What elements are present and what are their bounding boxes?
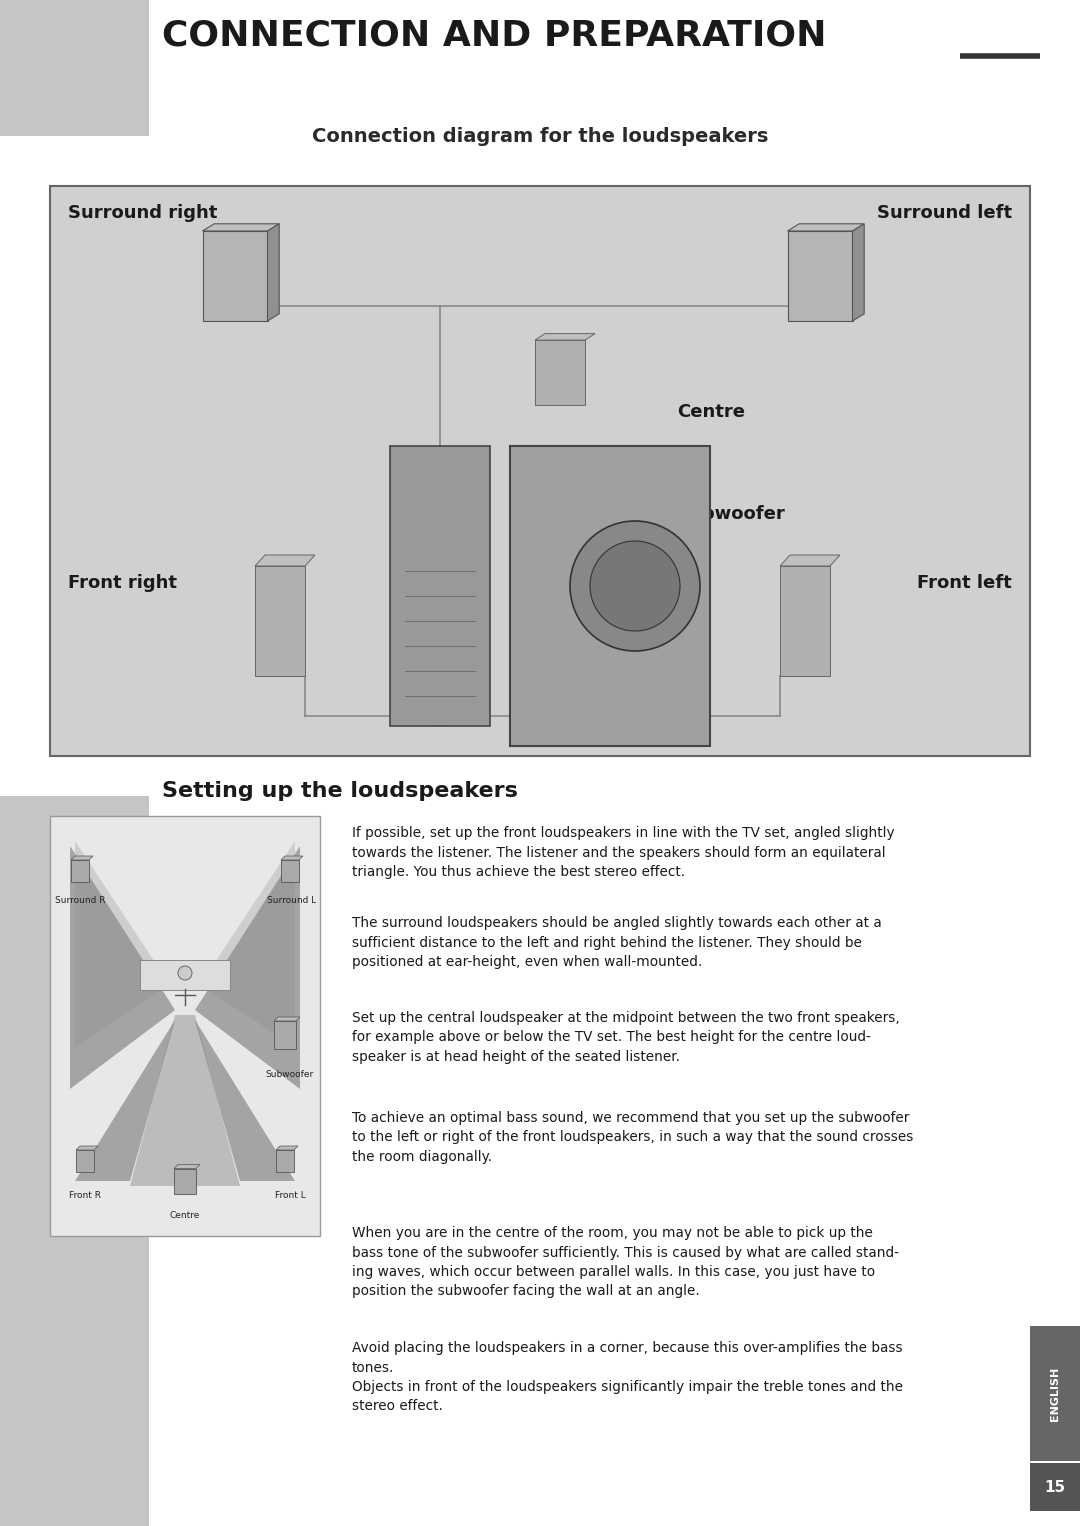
Polygon shape <box>174 1164 200 1169</box>
Bar <box>535 340 585 404</box>
Bar <box>787 230 852 320</box>
Circle shape <box>590 542 680 630</box>
Polygon shape <box>268 224 280 320</box>
Polygon shape <box>255 555 315 566</box>
Polygon shape <box>276 1146 298 1151</box>
Bar <box>255 566 305 676</box>
Text: Setting up the loudspeakers: Setting up the loudspeakers <box>162 781 518 801</box>
Polygon shape <box>75 841 170 1047</box>
Bar <box>0 0 149 136</box>
Polygon shape <box>75 1019 175 1181</box>
Bar <box>274 1021 296 1048</box>
Polygon shape <box>274 1016 300 1021</box>
Bar <box>1030 1326 1080 1460</box>
Polygon shape <box>71 856 93 861</box>
Bar <box>203 230 268 320</box>
Text: Surround R: Surround R <box>55 896 105 905</box>
Circle shape <box>178 966 192 980</box>
Polygon shape <box>195 1019 295 1181</box>
Bar <box>50 186 1030 755</box>
Text: Set up the central loudspeaker at the midpoint between the two front speakers,
f: Set up the central loudspeaker at the mi… <box>352 1012 900 1064</box>
Polygon shape <box>852 224 864 320</box>
Polygon shape <box>203 224 280 230</box>
Text: Subwoofer: Subwoofer <box>266 1070 314 1079</box>
Bar <box>140 960 230 990</box>
Bar <box>390 446 490 726</box>
Text: Front left: Front left <box>917 574 1012 592</box>
Polygon shape <box>76 1146 98 1151</box>
Polygon shape <box>200 841 295 1047</box>
Bar <box>780 566 831 676</box>
Text: Front L: Front L <box>274 1190 306 1199</box>
Bar <box>50 816 320 1236</box>
Text: Surround L: Surround L <box>268 896 316 905</box>
Polygon shape <box>535 334 595 340</box>
Circle shape <box>570 520 700 652</box>
Polygon shape <box>195 845 300 1090</box>
Bar <box>1030 1463 1080 1511</box>
Polygon shape <box>130 1015 240 1186</box>
Text: 15: 15 <box>1044 1480 1066 1494</box>
Bar <box>281 861 299 882</box>
Text: Front R: Front R <box>69 1190 102 1199</box>
Text: The surround loudspeakers should be angled slightly towards each other at a
suff: The surround loudspeakers should be angl… <box>352 916 881 969</box>
Text: Connection diagram for the loudspeakers: Connection diagram for the loudspeakers <box>312 127 768 145</box>
Polygon shape <box>70 845 175 1090</box>
Text: CONNECTION AND PREPARATION: CONNECTION AND PREPARATION <box>162 18 826 53</box>
Text: Front right: Front right <box>68 574 177 592</box>
Text: ENGLISH: ENGLISH <box>1050 1366 1059 1421</box>
Bar <box>276 1151 294 1172</box>
Bar <box>0 797 149 1526</box>
Text: When you are in the centre of the room, you may not be able to pick up the
bass : When you are in the centre of the room, … <box>352 1225 899 1299</box>
Text: To achieve an optimal bass sound, we recommend that you set up the subwoofer
to : To achieve an optimal bass sound, we rec… <box>352 1111 914 1164</box>
Bar <box>71 861 89 882</box>
Text: Centre: Centre <box>677 403 745 421</box>
Bar <box>510 446 710 746</box>
Polygon shape <box>780 555 840 566</box>
Text: Subwoofer: Subwoofer <box>677 505 786 523</box>
Bar <box>174 1169 195 1193</box>
Text: Avoid placing the loudspeakers in a corner, because this over-amplifies the bass: Avoid placing the loudspeakers in a corn… <box>352 1341 903 1413</box>
Bar <box>76 1151 94 1172</box>
Text: If possible, set up the front loudspeakers in line with the TV set, angled sligh: If possible, set up the front loudspeake… <box>352 826 894 879</box>
Text: Centre: Centre <box>170 1212 200 1219</box>
Polygon shape <box>787 224 864 230</box>
Text: Surround right: Surround right <box>68 204 217 221</box>
Polygon shape <box>281 856 303 861</box>
Text: Surround left: Surround left <box>877 204 1012 221</box>
